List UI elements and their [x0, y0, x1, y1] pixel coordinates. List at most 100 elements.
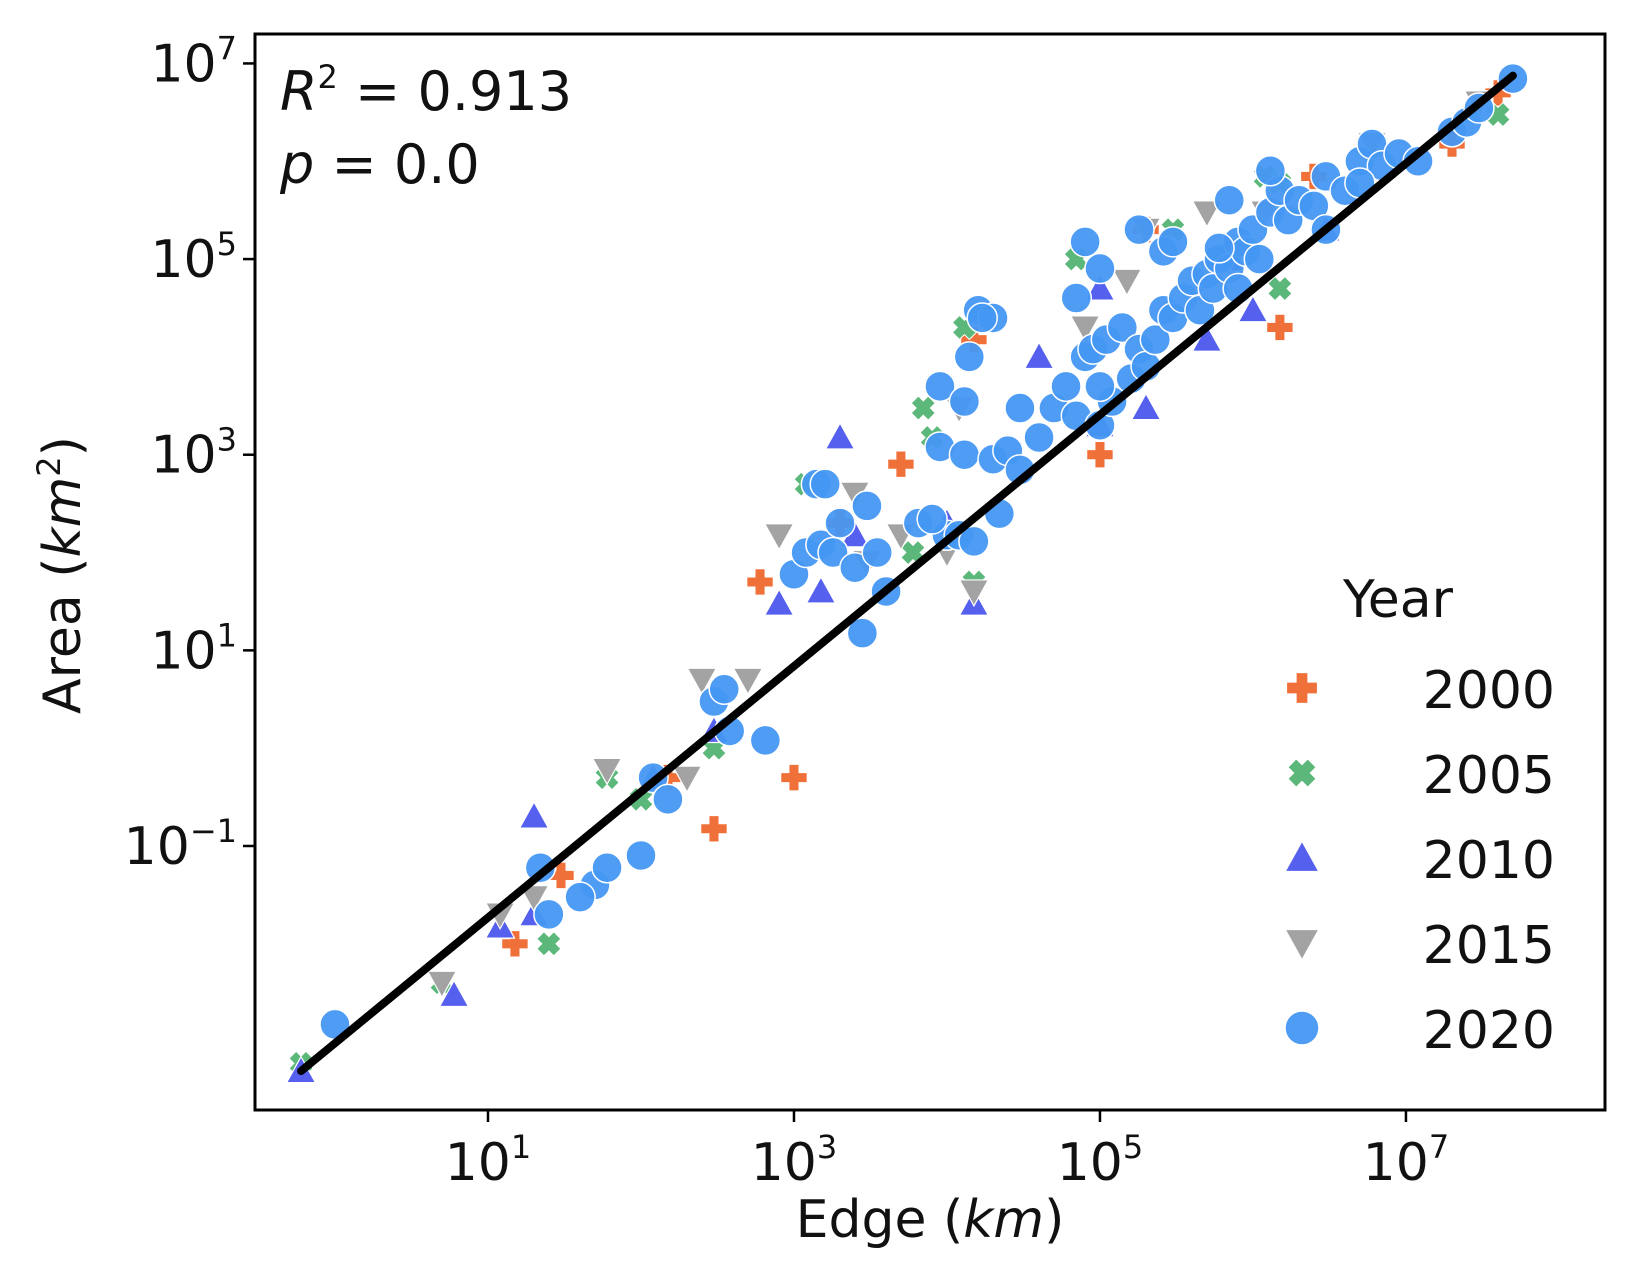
x-tick-label: 101 [445, 1128, 532, 1193]
legend-label: 2015 [1423, 916, 1555, 976]
data-point-2020 [846, 617, 879, 649]
x-axis-label-main: Edge ( [796, 1190, 964, 1250]
legend-label: 2000 [1423, 661, 1555, 721]
data-point-2010 [824, 421, 856, 450]
legend-label: 2005 [1423, 746, 1555, 806]
data-point-2020 [966, 302, 998, 334]
data-point-2020 [824, 507, 856, 539]
data-point-2020 [1084, 252, 1116, 285]
data-point-2000 [700, 815, 728, 843]
legend-marker-2000 [1286, 672, 1318, 704]
fit-layer [297, 71, 1517, 1076]
y-tick-label: 101 [150, 616, 237, 681]
data-point-2015 [591, 757, 623, 786]
data-point-2010 [518, 800, 550, 829]
data-point-2020 [1123, 213, 1155, 246]
data-point-2005 [910, 395, 937, 421]
data-point-2020 [533, 898, 565, 931]
data-point-2020 [1203, 232, 1235, 264]
data-point-2010 [1084, 272, 1116, 301]
legend-label: 2020 [1423, 1001, 1555, 1061]
r2-label: R [280, 60, 318, 123]
ticks-layer: 101 103 105 107 10−1 101 103 105 107 [124, 29, 1450, 1193]
data-point-2020 [1023, 421, 1055, 454]
data-point-2005 [536, 931, 562, 957]
legend-entry-2005: 2005 [1287, 746, 1555, 806]
data-point-2020 [1069, 226, 1101, 258]
y-tick-label: 10−1 [124, 812, 237, 877]
data-point-2010 [763, 588, 795, 616]
data-point-2020 [839, 551, 871, 584]
data-point-2020 [708, 673, 740, 706]
r-squared-annotation: R2 = 0.913 [280, 58, 572, 123]
legend-entry-2000: 2000 [1286, 661, 1555, 721]
legend-title: Year [1342, 570, 1454, 630]
legend-entry-2020: 2020 [1284, 1001, 1555, 1061]
legend-entries: 2000 2005 2010 2015 2020 [1284, 661, 1555, 1061]
data-point-2020 [1254, 154, 1287, 187]
data-point-2020 [817, 536, 849, 569]
x-tick-label: 105 [1057, 1128, 1144, 1193]
data-point-2005-shape [536, 931, 562, 957]
plot-frame [253, 32, 1607, 1112]
data-point-2020 [652, 783, 684, 816]
data-point-2015 [958, 579, 990, 608]
x-tick-label: 107 [1363, 1128, 1450, 1193]
points-layer [285, 62, 1529, 1084]
data-point-2000 [501, 930, 529, 958]
y-axis-label-end: ) [33, 436, 93, 456]
y-axis-label-sup: 2 [30, 456, 68, 476]
data-point-2020 [1050, 370, 1082, 403]
r2-superscript: 2 [318, 58, 338, 96]
y-axis-label-unit: km [33, 477, 93, 558]
data-point-2020 [953, 341, 986, 373]
series-2020 [319, 62, 1529, 1041]
data-point-2015 [763, 523, 795, 551]
x-tick-label: 103 [751, 1128, 838, 1193]
data-point-2020 [948, 385, 981, 418]
y-axis-label: Area (km2) [30, 436, 93, 714]
data-point-2015 [518, 885, 550, 913]
data-point-2020 [1213, 184, 1246, 216]
data-point-2010 [1130, 392, 1162, 421]
y-axis-label-main: Area ( [33, 557, 93, 713]
data-point-2010 [1237, 294, 1269, 323]
data-point-2020 [958, 525, 990, 558]
data-point-2005-shape [1267, 275, 1293, 302]
data-point-2020 [861, 536, 893, 569]
data-point-2020 [1243, 243, 1276, 275]
data-point-2020 [564, 881, 596, 913]
data-point-2015 [1069, 315, 1101, 344]
data-point-2015 [686, 667, 718, 696]
data-point-2000 [1266, 313, 1294, 342]
data-point-2015 [1191, 200, 1223, 229]
regression-line [297, 71, 1517, 1076]
data-point-2015 [732, 667, 764, 696]
data-point-2000 [887, 450, 915, 478]
data-point-2000 [746, 568, 774, 596]
legend-entry-2010: 2010 [1284, 831, 1555, 891]
x-axis-label: Edge (km) [796, 1190, 1065, 1250]
data-point-2005 [1267, 275, 1293, 302]
data-point-2020 [749, 724, 782, 757]
data-point-2020 [924, 370, 956, 403]
legend-entry-2015: 2015 [1284, 916, 1555, 976]
legend: Year 2000 2005 2010 2015 2020 [1284, 570, 1555, 1061]
data-point-2020 [1084, 370, 1116, 403]
legend-label: 2010 [1423, 831, 1555, 891]
p-value-annotation: p = 0.0 [279, 133, 480, 196]
legend-marker-2005-shape [1287, 758, 1317, 788]
data-point-2020 [1060, 282, 1093, 314]
data-point-2020 [524, 851, 557, 884]
data-point-2020 [916, 503, 948, 535]
data-point-2020 [1139, 323, 1172, 356]
data-point-2020 [809, 468, 841, 500]
data-point-2010 [805, 575, 837, 604]
p-label: p [279, 133, 314, 196]
data-point-2020 [625, 839, 657, 872]
data-point-2010 [1191, 324, 1223, 352]
x-axis-label-end: ) [1044, 1190, 1064, 1250]
x-axis-label-unit: km [963, 1190, 1044, 1250]
data-point-2020 [851, 490, 883, 522]
